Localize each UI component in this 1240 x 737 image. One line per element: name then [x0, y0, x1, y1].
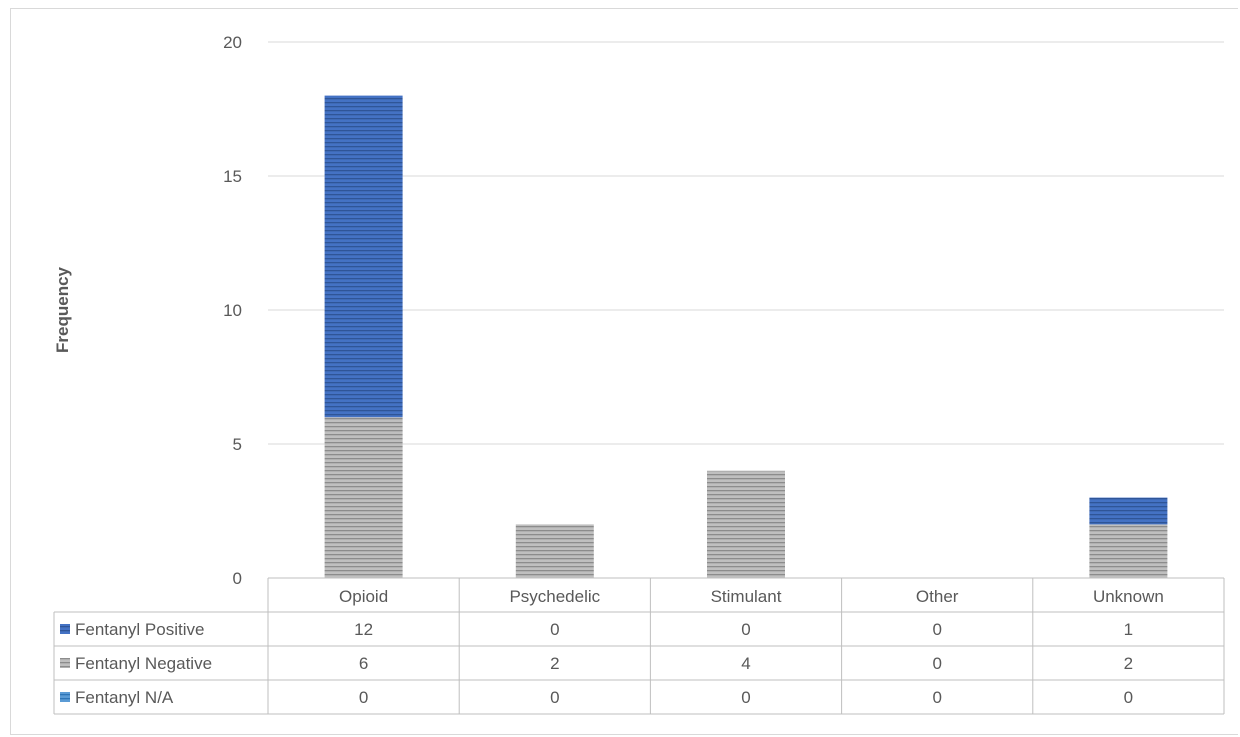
y-tick-label: 5 — [233, 435, 242, 454]
table-value: 4 — [741, 654, 750, 673]
category-label: Stimulant — [711, 587, 782, 606]
data-table: Opioid Psychedelic Stimulant Other Unknown Fe… — [53, 577, 1225, 715]
category-label: Psychedelic — [509, 587, 600, 606]
y-tick-label: 0 — [233, 569, 242, 588]
bar-segment: Fentanyl Negative — Stimulant: 4 — [707, 470, 785, 578]
bar-segment: Fentanyl Positive — Opioid: 12 — [324, 95, 403, 418]
chart-frame — [10, 8, 1238, 735]
y-tick-label: 20 — [223, 33, 242, 52]
table-value: 0 — [550, 620, 559, 639]
legend-key — [60, 658, 70, 668]
legend-label: Fentanyl N/A — [75, 688, 174, 707]
table-value: 0 — [550, 688, 559, 707]
legend-label: Fentanyl Negative — [75, 654, 212, 673]
table-value: 0 — [932, 688, 941, 707]
y-tick-label: 10 — [223, 301, 242, 320]
category-label: Unknown — [1093, 587, 1164, 606]
table-value: 0 — [741, 688, 750, 707]
table-value: 0 — [1124, 688, 1133, 707]
category-label: Opioid — [339, 587, 388, 606]
bars: Fentanyl Negative — Opioid: 6Fentanyl Po… — [324, 95, 1168, 578]
table-value: 0 — [932, 654, 941, 673]
legend-key — [60, 692, 70, 702]
table-value: 2 — [1124, 654, 1133, 673]
legend-key — [60, 624, 70, 634]
category-label: Other — [916, 587, 959, 606]
table-value: 2 — [550, 654, 559, 673]
table-value: 6 — [359, 654, 368, 673]
y-tick-label: 15 — [223, 167, 242, 186]
table-value: 0 — [932, 620, 941, 639]
table-value: 1 — [1124, 620, 1133, 639]
table-value: 0 — [741, 620, 750, 639]
y-axis-label: Frequency — [53, 266, 72, 353]
legend-label: Fentanyl Positive — [75, 620, 204, 639]
table-value: 12 — [354, 620, 373, 639]
y-tick-labels: 0 5 10 15 20 — [223, 33, 242, 588]
bar-segment: Fentanyl Negative — Unknown: 2 — [1089, 524, 1168, 578]
bar-segment: Fentanyl Negative — Psychedelic: 2 — [515, 524, 594, 578]
bar-segment: Fentanyl Positive — Unknown: 1 — [1089, 497, 1168, 525]
table-value: 0 — [359, 688, 368, 707]
gridlines — [268, 41, 1224, 445]
bar-segment: Fentanyl Negative — Opioid: 6 — [324, 417, 403, 578]
